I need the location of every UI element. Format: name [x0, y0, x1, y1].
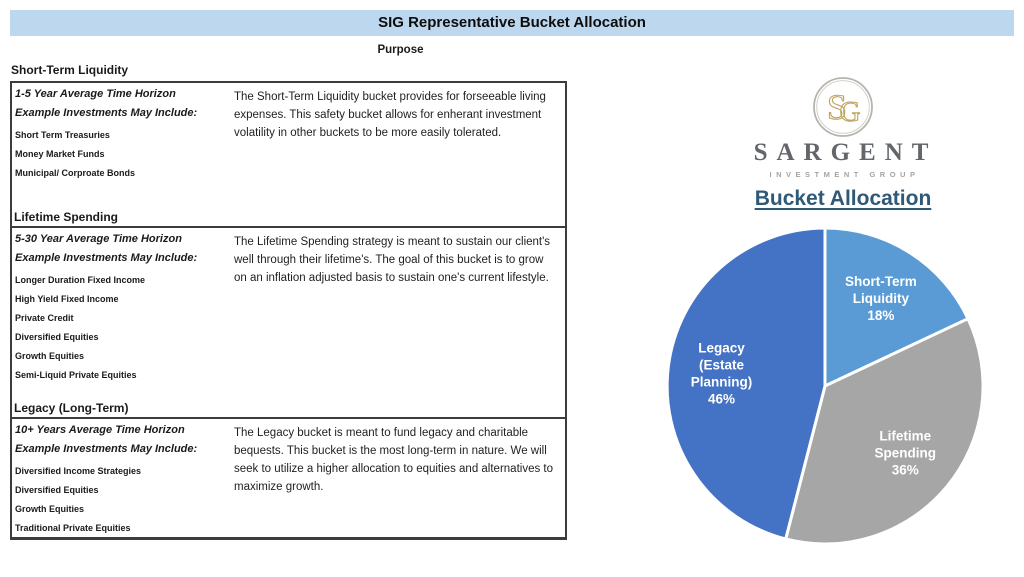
investment-item: Semi-Liquid Private Equities: [15, 369, 137, 380]
pie-data-label-2: Legacy (Estate Planning) 46%: [691, 340, 753, 406]
pie-slice-1[interactable]: [784, 317, 985, 546]
section-description: The Short-Term Liquidity bucket provides…: [234, 91, 546, 139]
section-3-investments-cell: 10+ Years Average Time Horizon Example I…: [12, 419, 232, 537]
investment-item: Municipal/ Corproate Bonds: [15, 167, 136, 178]
section-title-lifetime-spending: Lifetime Spending: [12, 208, 565, 229]
page-title: SIG Representative Bucket Allocation: [10, 10, 1014, 36]
section-2-purpose-cell: The Lifetime Spending strategy is meant …: [232, 228, 565, 398]
section-legacy: 10+ Years Average Time Horizon Example I…: [12, 419, 565, 537]
investment-item: Money Market Funds: [15, 148, 105, 159]
section-1-purpose-cell: The Short-Term Liquidity bucket provides…: [232, 83, 565, 208]
pie-data-label-1: Lifetime Spending 36%: [875, 429, 937, 478]
pie-data-label-0: Short-Term Liquidity 18%: [845, 274, 917, 323]
section-3-purpose-cell: The Legacy bucket is meant to fund legac…: [232, 419, 565, 537]
time-horizon-label: 5-30 Year Average Time Horizon: [15, 233, 182, 246]
example-investments-label: Example Investments May Include:: [15, 107, 198, 119]
investment-item: Private Credit: [15, 312, 74, 323]
bucket-allocation-pie-chart: Short-Term Liquidity 18% Lifetime Spending 36…: [660, 221, 990, 556]
section-2-investments-cell: 5-30 Year Average Time Horizon Example I…: [12, 228, 232, 398]
section-1-investments-cell: 1-5 Year Average Time Horizon Example In…: [12, 83, 232, 208]
investment-item: Diversified Equities: [15, 331, 99, 342]
investment-item: High Yield Fixed Income: [15, 293, 119, 304]
time-horizon-label: 10+ Years Average Time Horizon: [15, 424, 185, 437]
bucket-table: 1-5 Year Average Time Horizon Example In…: [10, 81, 567, 540]
brand-name: SARGENT: [753, 139, 938, 166]
svg-text:G: G: [840, 96, 861, 128]
investment-item: Longer Duration Fixed Income: [15, 274, 146, 285]
example-investments-label: Example Investments May Include:: [15, 252, 198, 265]
section-description: The Legacy bucket is meant to fund legac…: [234, 427, 554, 494]
section-description: The Lifetime Spending strategy is meant …: [234, 236, 551, 285]
investment-item: Diversified Income Strategies: [15, 465, 142, 476]
section-lifetime-spending: 5-30 Year Average Time Horizon Example I…: [12, 228, 565, 398]
pie-slice-2[interactable]: [665, 226, 827, 541]
example-investments-label: Example Investments May Include:: [15, 443, 198, 456]
investment-item: Growth Equities: [15, 350, 85, 361]
section-short-term-liquidity: 1-5 Year Average Time Horizon Example In…: [12, 83, 565, 208]
purpose-column-header: Purpose: [377, 44, 424, 56]
investment-item: Traditional Private Equities: [15, 522, 131, 533]
svg-text:S: S: [827, 87, 847, 127]
investment-item: Diversified Equities: [15, 484, 99, 495]
chart-title-link[interactable]: Bucket Allocation: [754, 187, 932, 210]
brand-subtitle: INVESTMENT GROUP: [769, 170, 920, 179]
pie-slice-0[interactable]: [823, 226, 970, 388]
time-horizon-label: 1-5 Year Average Time Horizon: [15, 88, 176, 100]
section-title-legacy-long-term: Legacy (Long-Term): [12, 399, 565, 420]
investment-item: Growth Equities: [15, 503, 85, 514]
sargent-monogram-icon: S G: [812, 76, 874, 143]
section-title-short-term-liquidity: Short-Term Liquidity: [11, 63, 129, 77]
investment-item: Short Term Treasuries: [15, 129, 110, 140]
